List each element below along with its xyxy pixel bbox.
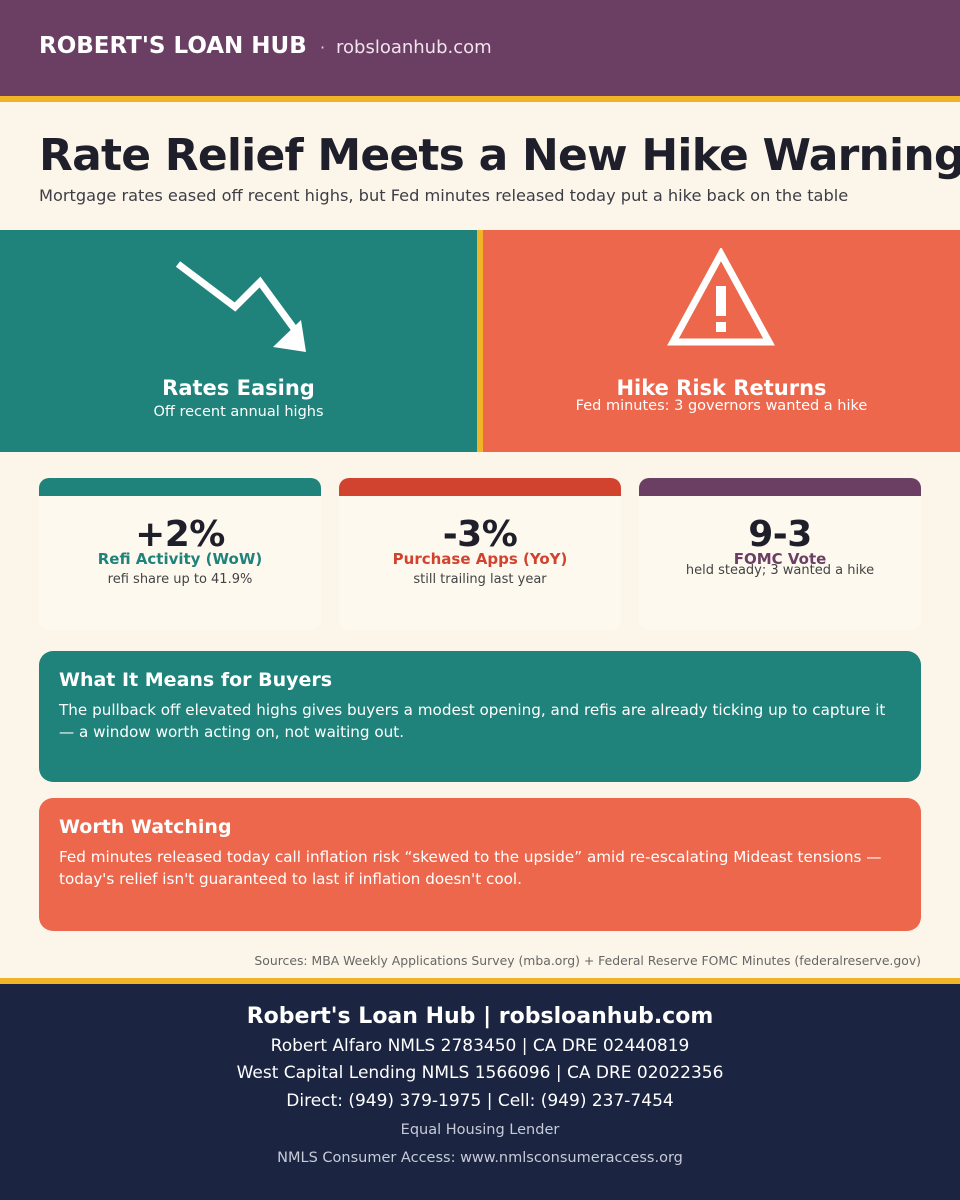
trend-down-arrow-icon [175, 261, 306, 352]
brand-separator: · [320, 38, 326, 57]
buyers-panel: What It Means for Buyers The pullback of… [39, 651, 921, 782]
stat-value: +2% [135, 514, 225, 555]
stat-card-refi: +2% Refi Activity (WoW) refi share up to… [39, 478, 321, 630]
footer-equal-housing: Equal Housing Lender [400, 1122, 560, 1138]
footer-phone-line: Direct: (949) 379-1975 | Cell: (949) 237… [286, 1091, 674, 1111]
footer-accent-line [0, 978, 960, 984]
buyers-panel-body: The pullback off elevated highs gives bu… [59, 701, 886, 741]
sources-note: Sources: MBA Weekly Applications Survey … [254, 953, 921, 968]
brand-name: ROBERT'S LOAN HUB [39, 33, 307, 59]
stat-note: refi share up to 41.9% [107, 572, 253, 587]
buyers-panel-title: What It Means for Buyers [59, 669, 333, 691]
header-bar: ROBERT'S LOAN HUB · robsloanhub.com [0, 0, 960, 96]
hero-rates-easing: Rates Easing Off recent annual highs [0, 230, 477, 452]
hero-left-subtitle: Off recent annual highs [153, 404, 324, 420]
footer-brand-line: Robert's Loan Hub | robsloanhub.com [246, 1004, 714, 1029]
hero-left-title: Rates Easing [162, 376, 315, 400]
warning-triangle-icon [667, 248, 775, 346]
watching-panel: Worth Watching Fed minutes released toda… [39, 798, 921, 931]
stat-card-fomc: 9-3 FOMC Vote held steady; 3 wanted a hi… [639, 478, 921, 630]
stat-card-accent [339, 478, 621, 496]
watching-panel-body: Fed minutes released today call inflatio… [59, 848, 882, 888]
footer: Robert's Loan Hub | robsloanhub.com Robe… [0, 984, 960, 1200]
hero-right-title: Hike Risk Returns [616, 376, 827, 400]
stat-card-purchase: -3% Purchase Apps (YoY) still trailing l… [339, 478, 621, 630]
stat-value: -3% [442, 514, 518, 555]
footer-nmls-access-link[interactable]: NMLS Consumer Access: www.nmlsconsumerac… [277, 1150, 683, 1166]
header-accent-line [0, 96, 960, 102]
page-title: Rate Relief Meets a New Hike Warning [39, 130, 960, 181]
stat-card-accent [639, 478, 921, 496]
stat-value: 9-3 [748, 514, 812, 555]
brand-url-link[interactable]: robsloanhub.com [336, 37, 492, 58]
hero-hike-risk: Hike Risk Returns Fed minutes: 3 governo… [483, 230, 960, 452]
watching-panel-title: Worth Watching [59, 816, 232, 838]
stat-label: Refi Activity (WoW) [97, 550, 263, 568]
stat-note: held steady; 3 wanted a hike [685, 563, 875, 578]
stat-card-accent [39, 478, 321, 496]
footer-lender-line: West Capital Lending NMLS 1566096 | CA D… [236, 1063, 724, 1083]
stat-note: still trailing last year [413, 572, 547, 587]
stat-label: FOMC Vote [733, 550, 827, 568]
hero-right-subtitle: Fed minutes: 3 governors wanted a hike [575, 398, 868, 414]
hero-divider [477, 230, 483, 452]
stat-label: Purchase Apps (YoY) [392, 550, 568, 568]
page-subtitle: Mortgage rates eased off recent highs, b… [39, 186, 849, 205]
footer-broker-line: Robert Alfaro NMLS 2783450 | CA DRE 0244… [270, 1036, 690, 1056]
